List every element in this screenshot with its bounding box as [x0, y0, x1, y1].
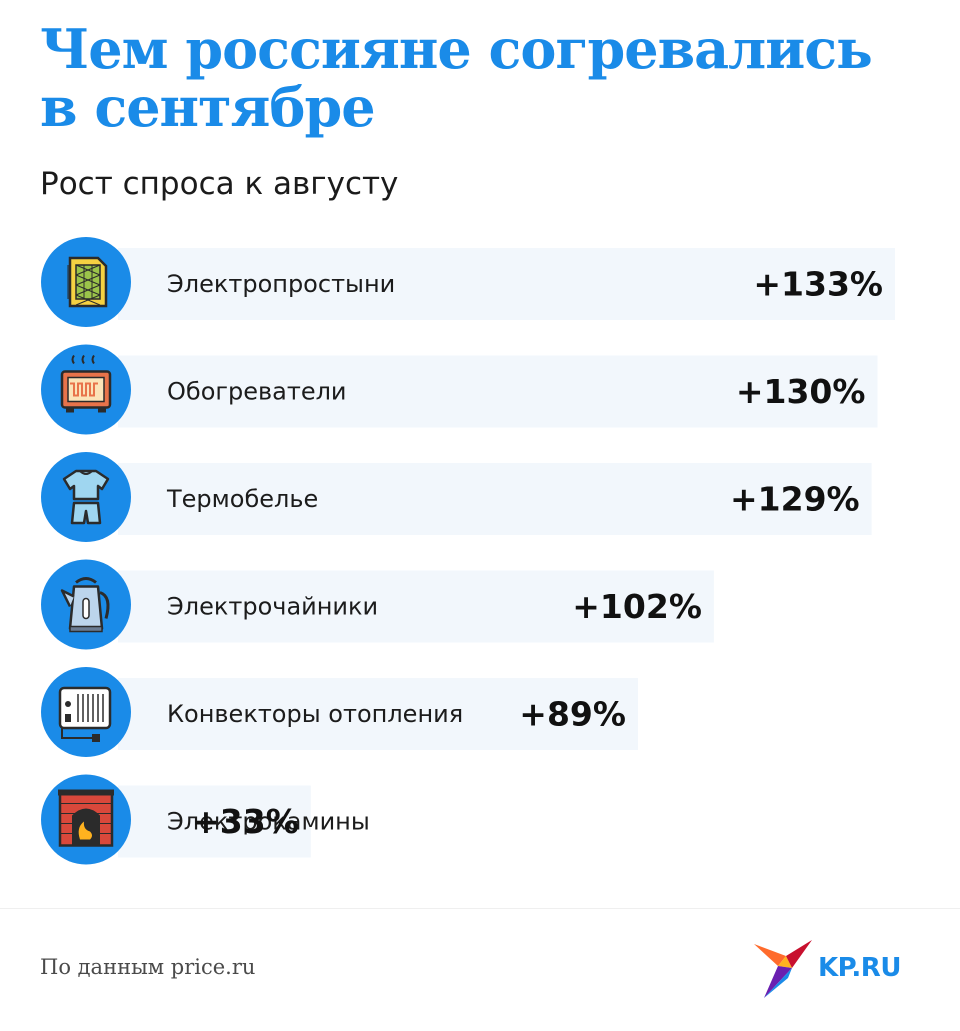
bar-5 [118, 678, 638, 750]
value-label-3: +129% [730, 480, 860, 519]
category-label-6: Электрокамины [167, 808, 370, 836]
heated-sheet-icon [67, 256, 108, 308]
logo-text: KP.RU [818, 953, 901, 983]
bar-3 [118, 463, 872, 535]
bar-2 [118, 355, 878, 428]
category-label-4: Электрочайники [167, 593, 378, 621]
thermal-underwear-icon [62, 469, 110, 525]
bird-logo-icon [754, 940, 812, 998]
category-label-1: Электропростыни [167, 270, 395, 298]
category-label-2: Обогреватели [167, 378, 347, 406]
heater-icon [60, 354, 112, 413]
source-note: По данным price.ru [40, 955, 256, 979]
kp-logo: KP.RU [752, 938, 932, 1002]
kettle-icon [60, 577, 110, 633]
value-label-5: +89% [519, 695, 626, 734]
page-title: Чем россияне согревались в сентябре [40, 17, 873, 139]
value-label-1: +133% [753, 265, 883, 304]
value-label-2: +130% [736, 372, 866, 411]
category-label-3: Термобелье [166, 485, 318, 513]
footer-divider [0, 908, 960, 909]
value-label-4: +102% [572, 587, 702, 626]
bar-chart: Электропростыни +133% Обогреватели +130% Тер… [41, 237, 895, 865]
bar-6 [118, 785, 311, 858]
bar-1 [118, 248, 895, 320]
fireplace-icon [58, 789, 114, 847]
value-label-6: +33% [192, 802, 299, 841]
bar-4 [118, 570, 714, 643]
category-label-5: Конвекторы отопления [167, 700, 463, 728]
convector-icon [58, 686, 112, 742]
page-subtitle: Рост спроса к августу [40, 166, 399, 202]
